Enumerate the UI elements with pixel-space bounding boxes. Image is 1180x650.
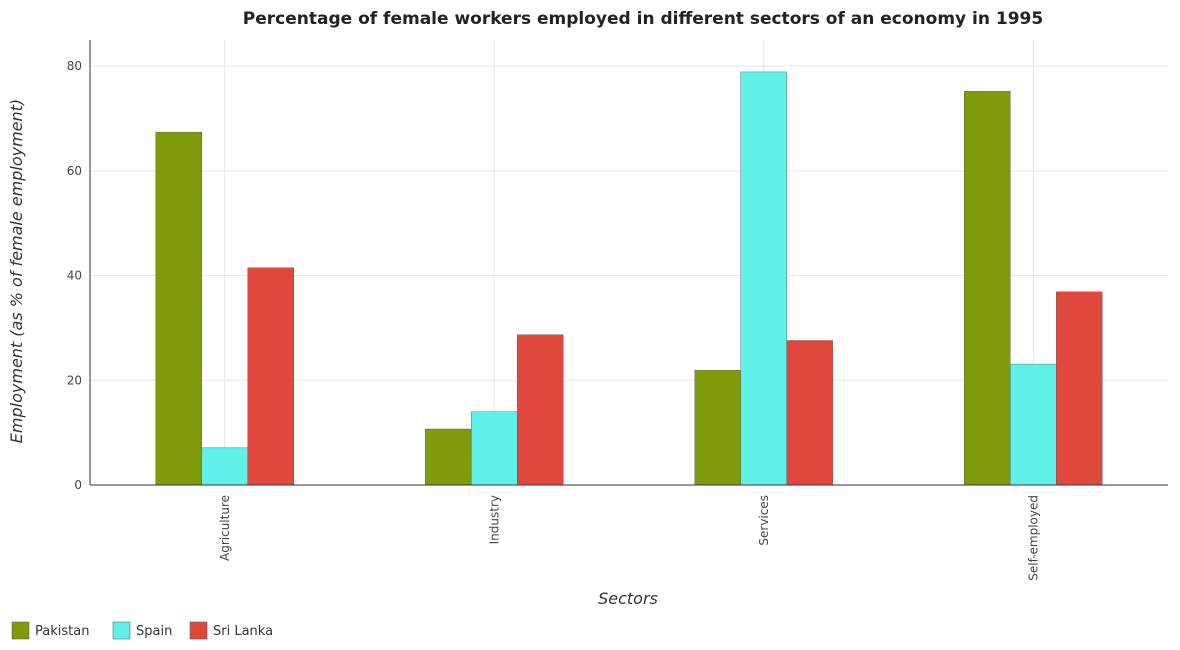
bar-industry-spain: [471, 411, 518, 486]
legend-label: Sri Lanka: [213, 624, 273, 639]
legend-swatch: [189, 621, 208, 640]
bar-agriculture-sri-lanka: [247, 267, 294, 486]
y-tick-label: 60: [67, 164, 82, 178]
chart-title: Percentage of female workers employed in…: [243, 9, 1043, 29]
bar-agriculture-spain: [201, 447, 248, 486]
x-axis-label: Sectors: [598, 589, 658, 608]
bar-industry-sri-lanka: [517, 334, 564, 486]
legend-label: Spain: [136, 624, 172, 639]
y-tick-label: 40: [67, 269, 82, 283]
bar-self-employed-sri-lanka: [1056, 291, 1103, 486]
y-tick-label: 80: [67, 59, 82, 73]
y-axis-label: Employment (as % of female employment): [7, 99, 26, 443]
bar-services-pakistan: [694, 370, 741, 486]
legend-swatch: [112, 621, 131, 640]
x-tick-label: Industry: [487, 495, 501, 544]
bars: [155, 71, 1103, 486]
x-tick-label: Self-employed: [1026, 495, 1040, 581]
x-tick-label: Services: [757, 495, 771, 546]
bar-self-employed-spain: [1010, 363, 1057, 486]
bar-agriculture-pakistan: [155, 131, 202, 486]
legend-label: Pakistan: [35, 624, 89, 639]
bar-self-employed-pakistan: [964, 91, 1011, 486]
x-tick-label: Agriculture: [218, 495, 232, 561]
bar-services-spain: [740, 71, 787, 486]
bar-industry-pakistan: [425, 428, 472, 486]
y-tick-label: 20: [67, 373, 82, 387]
bar-services-sri-lanka: [786, 340, 833, 486]
legend: Pakistan Spain Sri Lanka: [11, 621, 273, 640]
legend-swatch: [11, 621, 30, 640]
y-tick-label: 0: [74, 478, 82, 492]
axes: 0 20 40 60 80 Agriculture Industry Services Self…: [67, 40, 1168, 581]
